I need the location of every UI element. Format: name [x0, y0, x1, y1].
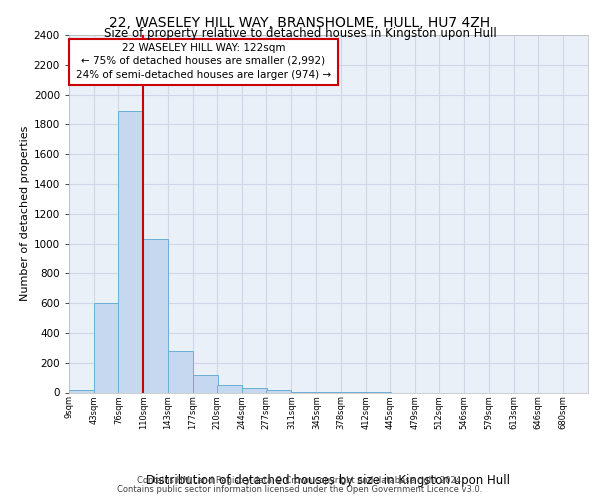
- Bar: [217, 385, 242, 392]
- Bar: [242, 388, 267, 392]
- Bar: [94, 303, 119, 392]
- Text: ← 75% of detached houses are smaller (2,992): ← 75% of detached houses are smaller (2,…: [81, 56, 325, 66]
- Bar: [69, 390, 94, 392]
- Text: Size of property relative to detached houses in Kingston upon Hull: Size of property relative to detached ho…: [104, 28, 496, 40]
- Text: 22 WASELEY HILL WAY: 122sqm: 22 WASELEY HILL WAY: 122sqm: [122, 43, 285, 53]
- Text: Contains HM Land Registry data © Crown copyright and database right 2024.: Contains HM Land Registry data © Crown c…: [137, 476, 463, 485]
- Bar: [143, 239, 169, 392]
- Text: Contains public sector information licensed under the Open Government Licence v3: Contains public sector information licen…: [118, 484, 482, 494]
- Bar: [193, 376, 218, 392]
- Bar: [118, 111, 143, 392]
- X-axis label: Distribution of detached houses by size in Kingston upon Hull: Distribution of detached houses by size …: [146, 474, 511, 486]
- Bar: [167, 351, 193, 393]
- Text: 22, WASELEY HILL WAY, BRANSHOLME, HULL, HU7 4ZH: 22, WASELEY HILL WAY, BRANSHOLME, HULL, …: [109, 16, 491, 30]
- Bar: [266, 390, 292, 392]
- FancyBboxPatch shape: [69, 38, 338, 85]
- Y-axis label: Number of detached properties: Number of detached properties: [20, 126, 29, 302]
- Text: 24% of semi-detached houses are larger (974) →: 24% of semi-detached houses are larger (…: [76, 70, 331, 80]
